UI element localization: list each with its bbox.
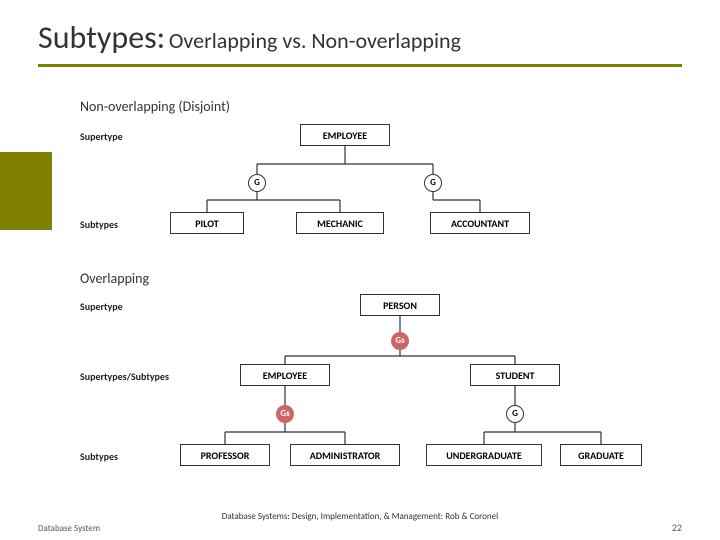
section1-label: Non-overlapping (Disjoint)	[80, 98, 230, 115]
diagram-overlapping: Supertype Supertypes/Subtypes Subtypes PERS…	[80, 290, 640, 490]
entity-administrator: ADMINISTRATOR	[290, 444, 400, 466]
specialization-circle: G	[424, 174, 442, 192]
footer-left: Database System	[38, 523, 100, 534]
specialization-circle: Gs	[391, 332, 409, 350]
entity-graduate: GRADUATE	[560, 444, 642, 466]
entity-mechanic: MECHANIC	[296, 212, 384, 234]
slide-title: Subtypes: Overlapping vs. Non-overlappin…	[38, 18, 461, 57]
entity-undergraduate: UNDERGRADUATE	[426, 444, 542, 466]
entity-employee: EMPLOYEE	[300, 124, 390, 146]
entity-pilot: PILOT	[170, 212, 244, 234]
specialization-circle: Gs	[276, 405, 294, 423]
entity-employee2: EMPLOYEE	[240, 364, 330, 386]
row-label: Supertypes/Subtypes	[80, 370, 169, 383]
title-main: Subtypes:	[38, 18, 165, 57]
page-number: 22	[672, 521, 682, 534]
specialization-circle: G	[248, 174, 266, 192]
title-sub: Overlapping vs. Non-overlapping	[169, 27, 461, 54]
entity-accountant: ACCOUNTANT	[430, 212, 530, 234]
entity-professor: PROFESSOR	[180, 444, 270, 466]
title-underline	[38, 64, 682, 67]
specialization-circle: G	[506, 405, 524, 423]
entity-student: STUDENT	[470, 364, 560, 386]
footer-citation: Database Systems: Design, Implementation…	[0, 511, 720, 522]
section2-label: Overlapping	[80, 270, 149, 287]
accent-bar	[0, 152, 52, 230]
row-label: Supertype	[80, 300, 123, 313]
diagram-nonoverlapping: Supertype Subtypes EMPLOYEE PILOT MECHANIC AC…	[80, 118, 540, 248]
row-label: Subtypes	[80, 450, 118, 463]
entity-person: PERSON	[360, 294, 440, 316]
row-label: Subtypes	[80, 218, 118, 231]
row-label: Supertype	[80, 130, 123, 143]
